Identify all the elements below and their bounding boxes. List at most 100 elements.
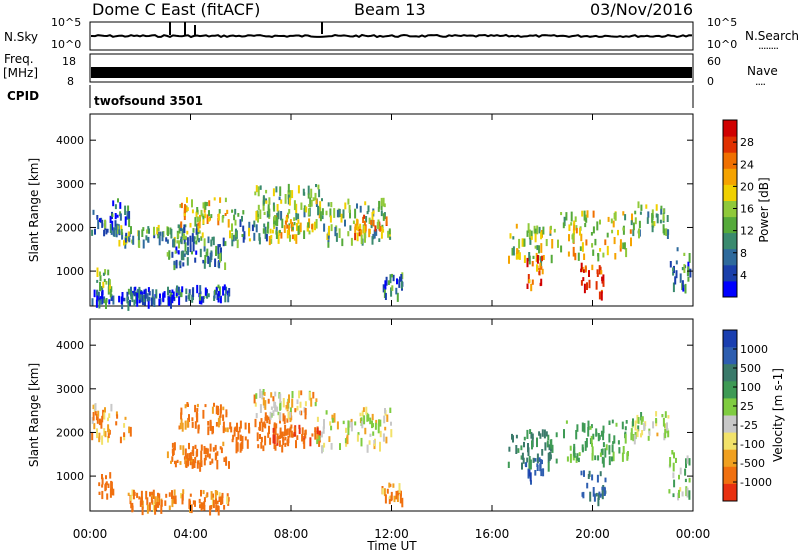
range-gate-cell	[590, 424, 593, 429]
range-gate-cell	[178, 425, 181, 430]
range-gate-cell	[598, 291, 601, 300]
range-gate-cell	[272, 188, 275, 197]
range-gate-cell	[128, 237, 131, 243]
range-gate-cell	[348, 420, 351, 428]
range-gate-cell	[534, 233, 537, 243]
colorbar-swatch	[723, 280, 737, 298]
range-gate-cell	[567, 251, 570, 257]
range-gate-cell	[137, 230, 140, 240]
range-gate-cell	[584, 265, 587, 273]
colorbar-swatch	[723, 432, 737, 451]
range-gate-cell	[260, 442, 263, 449]
range-gate-cell	[580, 262, 583, 270]
range-gate-cell	[643, 422, 646, 431]
range-gate-cell	[675, 260, 678, 265]
range-gate-cell	[96, 428, 98, 439]
colorbar-tick-label: -1000	[740, 476, 772, 489]
range-gate-cell	[216, 293, 219, 300]
range-gate-cell	[348, 205, 351, 213]
range-gate-cell	[256, 432, 259, 442]
range-gate-cell	[581, 492, 584, 497]
range-gate-cell	[539, 433, 542, 439]
range-gate-cell	[646, 217, 649, 224]
range-gate-cell	[377, 219, 380, 229]
nsearch-label: N.Search	[745, 29, 800, 43]
range-gate-cell	[678, 474, 680, 480]
range-gate-cell	[183, 456, 186, 460]
range-gate-cell	[515, 256, 518, 260]
range-gate-cell	[579, 227, 581, 236]
range-gate-cell	[183, 239, 186, 245]
range-gate-cell	[589, 426, 592, 430]
range-gate-cell	[648, 430, 651, 436]
range-gate-cell	[102, 272, 105, 276]
range-gate-cell	[207, 236, 210, 244]
range-gate-cell	[120, 228, 123, 235]
range-gate-cell	[662, 213, 665, 221]
range-gate-cell	[254, 402, 257, 407]
range-gate-cell	[273, 215, 276, 221]
range-gate-cell	[214, 444, 217, 451]
range-gate-cell	[634, 217, 637, 225]
colorbar-swatch	[723, 466, 737, 485]
range-gate-cell	[259, 185, 262, 190]
range-gate-cell	[274, 391, 277, 397]
range-gate-cell	[235, 444, 238, 454]
range-gate-cell	[590, 435, 593, 443]
range-gate-cell	[171, 448, 174, 454]
range-gate-cell	[673, 452, 675, 459]
range-gate-cell	[172, 495, 175, 500]
range-gate-cell	[221, 492, 224, 499]
range-gate-cell	[583, 253, 586, 260]
range-gate-cell	[667, 415, 670, 419]
range-gate-cell	[323, 442, 326, 448]
range-gate-cell	[511, 247, 514, 256]
range-gate-cell	[214, 258, 217, 267]
range-gate-cell	[233, 429, 236, 437]
range-gate-cell	[217, 261, 220, 268]
range-gate-cell	[592, 210, 595, 218]
range-gate-cell	[105, 281, 108, 285]
range-gate-cell	[316, 436, 319, 445]
range-gate-cell	[528, 229, 531, 240]
range-gate-cell	[688, 253, 691, 263]
range-gate-cell	[275, 186, 278, 193]
range-gate-cell	[382, 284, 385, 293]
range-gate-cell	[192, 287, 195, 297]
range-gate-cell	[681, 280, 684, 288]
range-gate-cell	[101, 415, 104, 423]
range-gate-cell	[261, 390, 264, 400]
range-gate-cell	[366, 444, 369, 453]
range-gate-cell	[283, 225, 286, 233]
range-gate-cell	[147, 236, 150, 243]
range-gate-cell	[674, 276, 677, 285]
range-gate-cell	[315, 198, 318, 205]
range-gate-cell	[210, 505, 213, 510]
range-gate-cell	[201, 232, 204, 238]
range-gate-cell	[231, 223, 233, 232]
range-gate-cell	[174, 250, 177, 254]
range-gate-cell	[672, 493, 675, 498]
range-gate-cell	[224, 427, 227, 432]
range-gate-cell	[98, 482, 101, 487]
range-gate-cell	[622, 211, 625, 216]
range-gate-cell	[222, 414, 225, 421]
range-gate-cell	[138, 240, 141, 248]
range-gate-cell	[536, 245, 539, 251]
range-gate-cell	[182, 445, 185, 456]
range-gate-cell	[281, 431, 284, 436]
nave-label: Nave	[747, 64, 778, 78]
range-gate-cell	[532, 457, 535, 463]
xtick-label: 12:00	[374, 527, 409, 541]
range-gate-cell	[319, 430, 321, 438]
range-gate-cell	[184, 404, 187, 409]
range-gate-cell	[108, 299, 111, 305]
range-gate-cell	[623, 242, 626, 250]
range-gate-cell	[520, 445, 523, 451]
range-gate-cell	[170, 228, 173, 239]
range-gate-cell	[258, 237, 261, 245]
range-gate-cell	[225, 409, 228, 418]
range-gate-cell	[291, 226, 294, 231]
range-gate-cell	[248, 221, 251, 232]
range-gate-cell	[207, 293, 210, 298]
